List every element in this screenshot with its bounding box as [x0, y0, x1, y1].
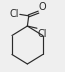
Text: O: O [39, 2, 46, 12]
Text: Cl: Cl [37, 29, 47, 39]
Text: Cl: Cl [10, 9, 19, 19]
